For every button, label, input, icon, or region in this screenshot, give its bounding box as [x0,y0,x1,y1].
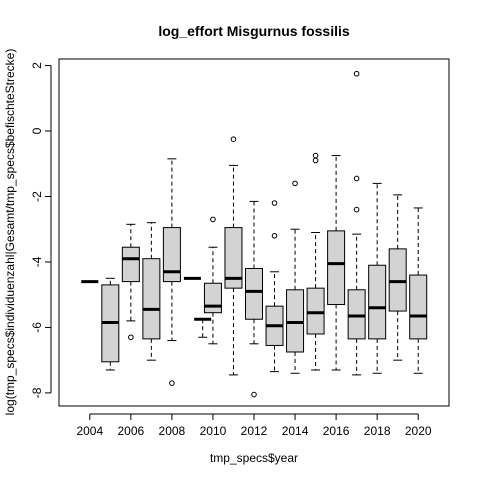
box-2015 [306,152,325,371]
x-tick-label: 2020 [405,424,432,438]
x-axis-label: tmp_specs$year [210,451,298,465]
outlier-point [292,180,298,187]
box-body [121,246,140,283]
plot-frame [58,58,450,407]
outlier-point [312,157,319,164]
box-2007 [142,222,161,361]
x-tick-label: 2008 [159,424,186,438]
box-2011 [224,136,243,376]
box-2005 [101,277,120,371]
box-body [327,230,346,306]
x-tick-label: 2012 [241,424,268,438]
box-2009.5 [194,317,212,338]
box-body [409,274,428,340]
outlier-point [271,232,278,239]
x-axis: 2004 2006 2008 2010 2012 2014 2016 2018 2020 [76,413,432,438]
box-2017 [347,70,366,376]
chart-title: log_effort Misgurnus fossilis [158,23,350,39]
box-body [347,289,366,340]
box-2020 [409,207,428,374]
box-body [162,227,181,283]
y-axis-label: log(tmp_specs$individuenzahl|Gesamt/tmp_… [3,49,17,416]
y-tick-label: 2 [30,62,44,69]
box-body [306,287,325,335]
box-2012 [245,200,263,398]
box-2008 [162,158,181,386]
y-tick-label: -2 [30,191,44,202]
y-tick-label: -4 [30,256,44,267]
box-2019 [388,194,407,361]
box-body [224,227,243,289]
y-tick-label: -8 [30,387,44,398]
outlier-point [353,175,360,182]
box-2014 [286,180,305,374]
y-axis: -8 -6 -4 -2 0 2 [30,62,52,398]
box-2013 [265,200,284,373]
outlier-point [210,216,216,223]
outlier-point [128,334,134,341]
box-body [245,268,263,320]
x-tick-label: 2016 [323,424,350,438]
box-body [388,248,407,312]
box-group [81,70,428,398]
outlier-point [169,380,175,386]
x-tick-label: 2004 [76,424,103,438]
y-tick-label: -6 [30,322,44,333]
box-2016 [327,155,346,371]
outlier-point [271,200,278,206]
box-2018 [368,182,387,374]
box-body [203,282,222,314]
box-2010 [203,216,222,345]
outlier-point [353,70,360,77]
outlier-point [230,136,237,143]
x-tick-label: 2010 [200,424,227,438]
outlier-point [312,152,319,159]
outlier-point [251,391,257,398]
x-tick-label: 2006 [117,424,144,438]
x-tick-label: 2018 [364,424,391,438]
box-2006 [121,223,140,341]
outlier-point [353,206,360,213]
box-body [286,289,305,353]
box-body [368,264,387,340]
x-tick-label: 2014 [282,424,309,438]
box-body [142,258,161,340]
y-tick-label: 0 [30,127,44,134]
